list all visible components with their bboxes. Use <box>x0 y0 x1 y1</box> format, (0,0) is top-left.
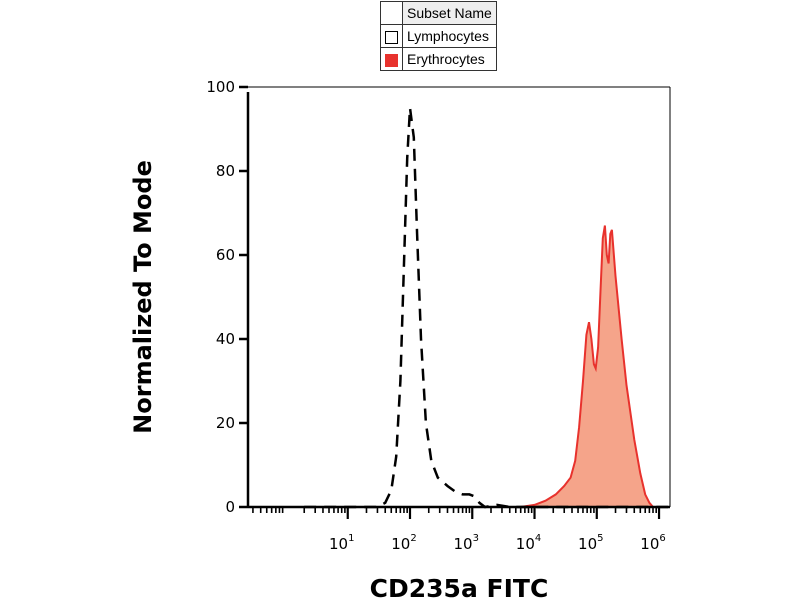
legend-label-erythrocytes: Erythrocytes <box>402 47 497 71</box>
series-erythrocytes-line <box>304 225 669 508</box>
legend-swatch-erythrocytes <box>385 53 398 67</box>
y-tick-label: 100 <box>206 78 235 96</box>
legend-item: Erythrocytes <box>380 47 497 71</box>
y-tick-label: 40 <box>216 330 235 348</box>
x-tick-label: 104 <box>516 533 541 553</box>
x-tick-label: 102 <box>391 533 416 553</box>
x-tick-label: 101 <box>329 533 354 553</box>
y-tick-label: 20 <box>216 414 235 432</box>
series-lymphocytes-line <box>304 107 669 509</box>
y-tick-label: 0 <box>225 498 235 516</box>
x-tick-label: 105 <box>578 533 603 553</box>
y-tick-label: 80 <box>216 162 235 180</box>
legend: Subset Name Lymphocytes Erythrocytes <box>380 1 497 71</box>
x-axis-title: CD235a FITC <box>370 574 549 600</box>
x-tick-label: 103 <box>454 533 479 553</box>
legend-swatch-lymphocytes <box>385 30 398 44</box>
y-axis-title: Normalized To Mode <box>129 160 157 434</box>
y-tick-label: 60 <box>216 246 235 264</box>
x-tick-label: 106 <box>640 533 665 553</box>
series-erythrocytes-fill <box>304 225 669 507</box>
